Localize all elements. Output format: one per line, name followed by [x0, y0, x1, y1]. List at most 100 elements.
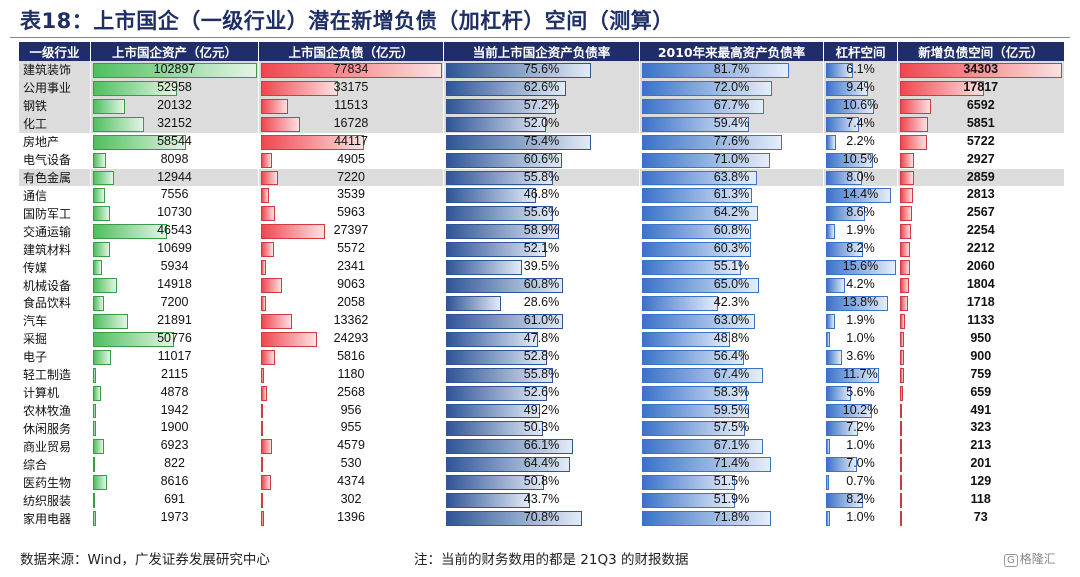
max-ratio-cell: 58.3% — [639, 383, 824, 402]
industry-cell: 交通运输 — [18, 222, 91, 241]
max-ratio-value: 59.5% — [713, 402, 750, 417]
max-ratio-value: 67.4% — [713, 366, 750, 381]
new-debt-value: 34303 — [963, 62, 999, 76]
max-ratio-value: 71.8% — [713, 510, 750, 525]
max-ratio-value: 42.3% — [713, 294, 750, 309]
max-ratio-cell: 60.3% — [639, 240, 824, 259]
leverage-space-cell: 6.1% — [823, 61, 898, 79]
debt-value: 2568 — [337, 384, 365, 399]
debt-value: 77834 — [333, 62, 369, 76]
table-row: 汽车 21891 13362 61.0% 63.0% 1.9% 1133 — [18, 311, 1064, 330]
industry-cell: 机械设备 — [18, 276, 91, 294]
asset-bar — [93, 313, 128, 329]
current-ratio-bar — [446, 367, 553, 383]
max-ratio-bar — [642, 295, 718, 311]
leverage-space-value: 7.4% — [846, 115, 875, 130]
asset-bar — [93, 98, 125, 114]
current-ratio-bar — [446, 188, 536, 204]
max-ratio-cell: 81.7% — [639, 61, 824, 79]
asset-value: 102897 — [153, 62, 196, 76]
max-ratio-bar — [642, 313, 755, 329]
debt-bar — [261, 313, 292, 329]
current-ratio-value: 55.8% — [523, 366, 560, 381]
current-ratio-value: 50.8% — [523, 474, 560, 489]
new-debt-bar — [900, 331, 904, 347]
debt-cell: 11513 — [258, 96, 444, 115]
leverage-space-bar — [826, 278, 845, 293]
industry-cell: 电子 — [18, 347, 91, 366]
leverage-space-cell: 8.2% — [823, 491, 898, 510]
asset-bar — [93, 439, 104, 455]
asset-value: 5934 — [160, 259, 189, 274]
max-ratio-cell: 63.8% — [639, 168, 824, 187]
leverage-space-bar — [826, 80, 868, 96]
leverage-space-bar — [826, 188, 891, 204]
asset-cell: 4878 — [90, 383, 259, 402]
asset-value: 2115 — [161, 366, 188, 381]
current-ratio-cell: 60.6% — [443, 150, 640, 169]
industry-cell: 医药生物 — [18, 473, 91, 492]
debt-cell: 2341 — [258, 258, 444, 277]
asset-cell: 2115 — [90, 365, 259, 384]
current-ratio-cell: 50.3% — [443, 419, 640, 438]
current-ratio-value: 57.2% — [523, 97, 560, 112]
max-ratio-bar — [642, 278, 759, 293]
new-debt-value: 201 — [970, 456, 992, 471]
asset-value: 10699 — [157, 241, 192, 256]
debt-bar — [261, 98, 288, 114]
asset-bar — [93, 295, 104, 311]
max-ratio-bar — [642, 260, 741, 276]
leverage-space-cell: 7.0% — [823, 455, 898, 474]
new-debt-cell: 2859 — [897, 168, 1064, 187]
asset-bar — [93, 403, 96, 419]
debt-value: 2341 — [337, 259, 365, 274]
new-debt-cell: 323 — [897, 419, 1064, 438]
new-debt-bar — [900, 188, 913, 204]
asset-cell: 46543 — [90, 222, 259, 241]
current-ratio-value: 75.4% — [523, 133, 560, 148]
new-debt-cell: 2567 — [897, 204, 1064, 223]
asset-cell: 20132 — [90, 96, 259, 115]
max-ratio-cell: 72.0% — [639, 78, 824, 97]
table-row: 传媒 5934 2341 39.5% 55.1% 15.6% 2060 — [18, 258, 1064, 277]
max-ratio-bar — [642, 349, 744, 365]
new-debt-value: 118 — [970, 492, 991, 507]
table-row: 有色金属 12944 7220 55.8% 63.8% 8.0% 2859 — [18, 168, 1064, 187]
leverage-space-cell: 5.6% — [823, 383, 898, 402]
watermark-logo: G 格隆汇 — [1004, 550, 1056, 567]
industry-cell: 房地产 — [18, 132, 91, 151]
debt-value: 11513 — [334, 97, 368, 112]
max-ratio-bar — [642, 98, 764, 114]
new-debt-value: 17817 — [963, 79, 999, 94]
debt-bar — [261, 242, 274, 258]
industry-cell: 钢铁 — [18, 96, 91, 115]
max-ratio-value: 65.0% — [713, 277, 750, 292]
max-ratio-value: 64.2% — [713, 205, 750, 220]
new-debt-bar — [900, 421, 902, 437]
table-row: 商业贸易 6923 4579 66.1% 67.1% 1.0% 213 — [18, 437, 1064, 456]
new-debt-bar — [900, 224, 911, 240]
debt-cell: 302 — [258, 491, 444, 510]
new-debt-cell: 129 — [897, 473, 1064, 492]
table-row: 通信 7556 3539 46.8% 61.3% 14.4% 2813 — [18, 186, 1064, 205]
source-note: 数据来源：Wind，广发证券发展研究中心 — [20, 552, 270, 568]
new-debt-bar — [900, 98, 931, 114]
debt-cell: 7220 — [258, 168, 444, 187]
industry-cell: 食品饮料 — [18, 293, 91, 312]
debt-bar — [261, 206, 275, 222]
current-ratio-cell: 52.6% — [443, 383, 640, 402]
max-ratio-value: 60.8% — [713, 223, 750, 238]
new-debt-value: 6592 — [966, 97, 995, 112]
table-row: 食品饮料 7200 2058 28.6% 42.3% 13.8% 1718 — [18, 293, 1064, 312]
current-ratio-bar — [446, 170, 553, 186]
new-debt-value: 2254 — [966, 223, 995, 238]
asset-value: 32152 — [157, 115, 192, 130]
debt-bar — [261, 475, 271, 491]
debt-cell: 5816 — [258, 347, 444, 366]
debt-cell: 13362 — [258, 311, 444, 330]
new-debt-bar — [900, 403, 902, 419]
asset-cell: 1942 — [90, 401, 259, 420]
industry-cell: 汽车 — [18, 311, 91, 330]
table-title: 表18：上市国企（一级行业）潜在新增负债（加杠杆）空间（测算） — [20, 9, 674, 33]
asset-value: 50776 — [157, 330, 192, 345]
